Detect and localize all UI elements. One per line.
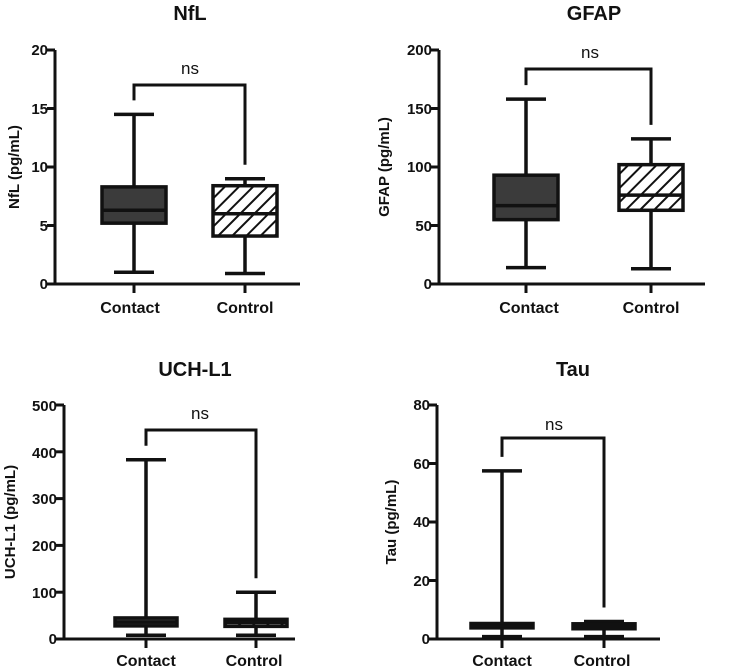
y-ticks-2: 500 400 300 200 100 0 xyxy=(32,398,57,648)
significance-bracket xyxy=(524,67,653,125)
y-tick-label: 300 xyxy=(32,491,57,508)
y-tick-label: 10 xyxy=(31,159,48,176)
y-tick-label: 20 xyxy=(413,573,430,590)
significance-label: ns xyxy=(545,415,563,434)
box-contact xyxy=(100,185,168,225)
y-tick-label: 5 xyxy=(40,218,48,235)
y-tick-label: 200 xyxy=(32,538,57,555)
plot-marks-gfap xyxy=(431,48,705,293)
significance-label: ns xyxy=(191,404,209,423)
y-axis-label: GFAP (pg/mL) xyxy=(376,117,393,217)
y-tick-label: 0 xyxy=(40,276,48,293)
panel-nfl: NfL NfL (pg/mL) 20 15 10 5 0 Contact Con… xyxy=(6,3,300,317)
x-category-label: Control xyxy=(226,653,283,669)
x-category-label: Control xyxy=(623,300,680,317)
y-tick-label: 80 xyxy=(413,397,430,414)
y-axis-label: UCH-L1 (pg/mL) xyxy=(2,465,19,579)
y-tick-label: 500 xyxy=(32,398,57,415)
y-tick-label: 150 xyxy=(407,101,432,118)
plot-marks-tau xyxy=(429,403,660,648)
box-control xyxy=(211,183,279,238)
significance-bracket xyxy=(144,428,258,579)
panel-tau: Tau Tau (pg/mL) 80 60 40 20 0 Contact Co… xyxy=(383,359,660,669)
y-ticks-0: 20 15 10 5 0 xyxy=(31,42,48,293)
x-category-label: Contact xyxy=(472,653,532,669)
y-tick-label: 400 xyxy=(32,445,57,462)
chart-title: NfL xyxy=(173,3,206,25)
chart-title: GFAP xyxy=(567,3,621,25)
y-ticks-1: 200 150 100 50 0 xyxy=(407,42,432,293)
y-tick-label: 40 xyxy=(413,514,430,531)
y-tick-label: 50 xyxy=(415,218,432,235)
y-axis-label: Tau (pg/mL) xyxy=(383,480,400,565)
significance-bracket xyxy=(132,83,247,165)
y-tick-label: 0 xyxy=(424,276,432,293)
plot-marks-nfl xyxy=(47,48,300,293)
x-category-label: Control xyxy=(574,653,631,669)
chart-title: Tau xyxy=(556,359,590,381)
y-tick-label: 100 xyxy=(32,585,57,602)
box-contact xyxy=(492,173,560,222)
y-axis-label: NfL (pg/mL) xyxy=(6,125,23,209)
panel-uchl1: UCH-L1 UCH-L1 (pg/mL) 500 400 300 200 10… xyxy=(2,359,295,669)
x-category-label: Control xyxy=(217,300,274,317)
x-category-label: Contact xyxy=(499,300,559,317)
x-category-label: Contact xyxy=(116,653,176,669)
panel-gfap: GFAP GFAP (pg/mL) 200 150 100 50 0 Conta… xyxy=(376,3,705,317)
y-tick-label: 60 xyxy=(413,456,430,473)
y-tick-label: 0 xyxy=(49,631,57,648)
y-tick-label: 200 xyxy=(407,42,432,59)
y-tick-label: 15 xyxy=(31,101,48,118)
y-tick-label: 100 xyxy=(407,159,432,176)
significance-bracket xyxy=(500,436,606,608)
x-category-label: Contact xyxy=(100,300,160,317)
box-control xyxy=(617,162,685,213)
chart-title: UCH-L1 xyxy=(158,359,231,381)
y-tick-label: 0 xyxy=(422,631,430,648)
y-tick-label: 20 xyxy=(31,42,48,59)
y-ticks-3: 80 60 40 20 0 xyxy=(413,397,430,648)
significance-label: ns xyxy=(181,59,199,78)
plot-marks-uchl1 xyxy=(56,403,295,648)
significance-label: ns xyxy=(581,43,599,62)
